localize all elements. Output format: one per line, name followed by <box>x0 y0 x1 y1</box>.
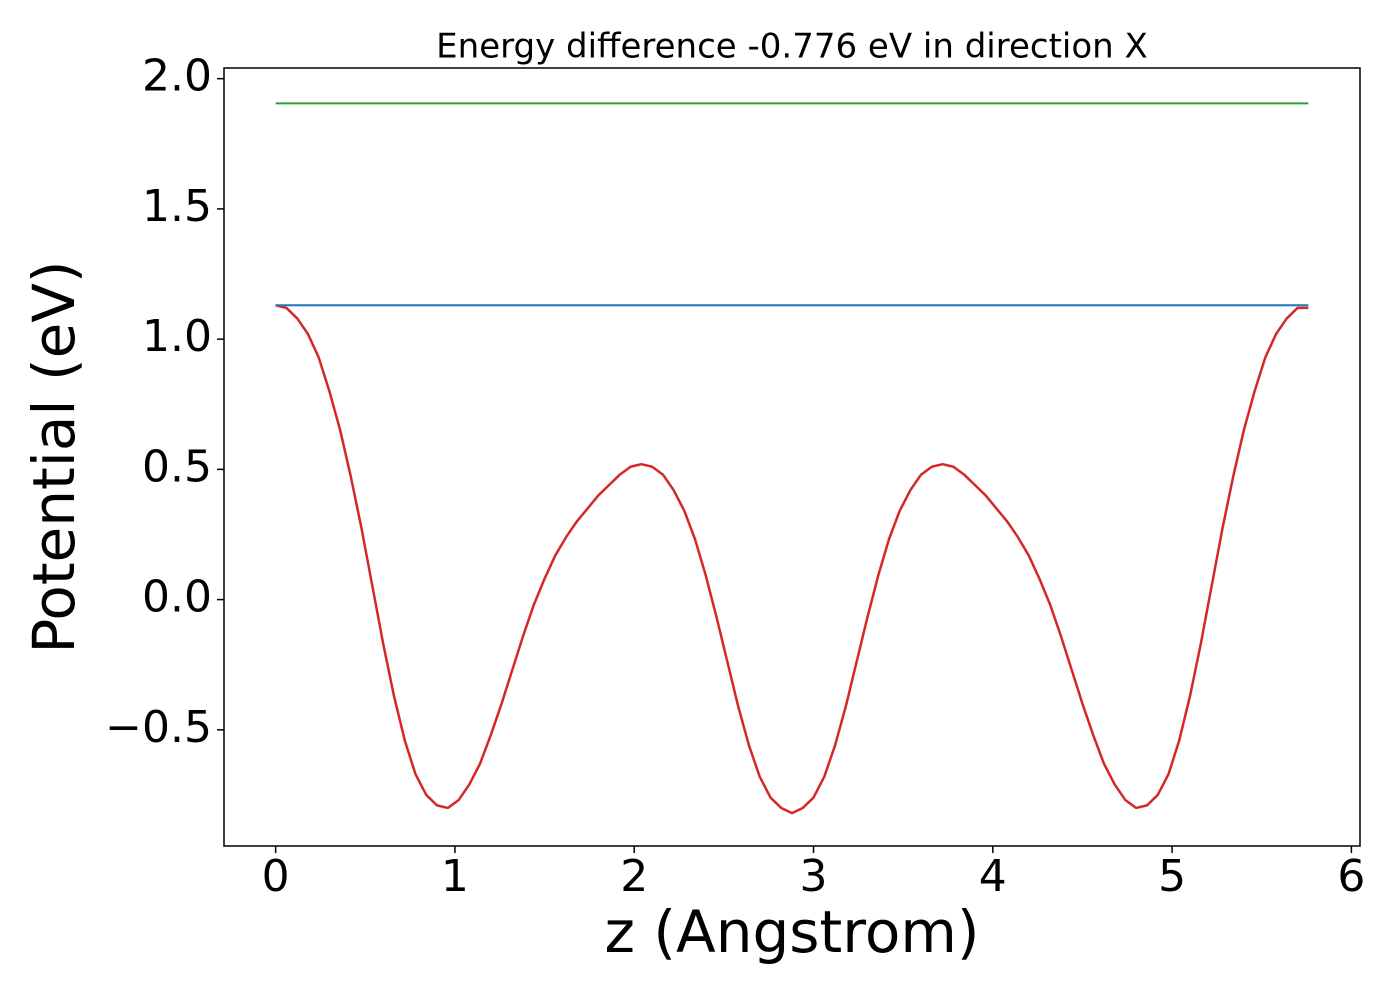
y-tick-label: 1.0 <box>142 311 212 362</box>
x-tick-label: 4 <box>979 851 1007 902</box>
x-tick-label: 5 <box>1158 851 1186 902</box>
x-tick-label: 2 <box>620 851 648 902</box>
chart-title: Energy difference -0.776 eV in direction… <box>436 27 1148 67</box>
y-axis-label: Potential (eV) <box>20 260 88 653</box>
x-tick-label: 3 <box>800 851 828 902</box>
x-tick-label: 1 <box>441 851 469 902</box>
x-tick-label: 6 <box>1337 851 1365 902</box>
x-axis-label: z (Angstrom) <box>605 898 980 966</box>
line <box>275 304 1309 815</box>
y-tick-label: 2.0 <box>142 51 212 102</box>
x-tick-label: 0 <box>262 851 290 902</box>
y-tick-label: 0.5 <box>142 441 212 492</box>
y-tick-label: 1.5 <box>142 181 212 232</box>
plot-frame <box>223 67 1361 847</box>
y-tick-label: −0.5 <box>105 702 212 753</box>
y-tick-label: 0.0 <box>142 572 212 623</box>
